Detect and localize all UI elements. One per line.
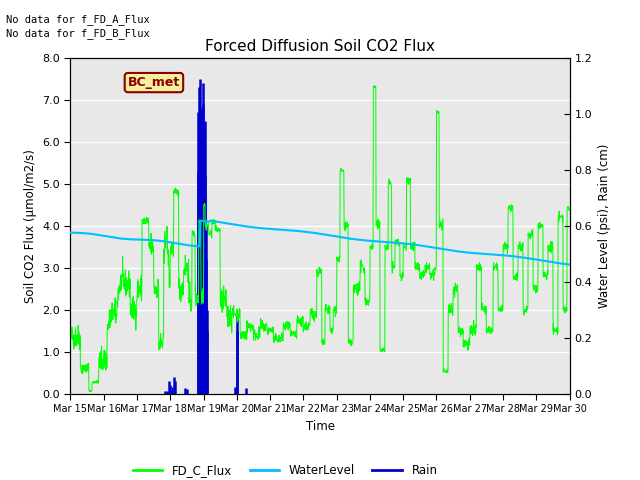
X-axis label: Time: Time bbox=[305, 420, 335, 432]
Text: BC_met: BC_met bbox=[128, 76, 180, 89]
Y-axis label: Water Level (psi), Rain (cm): Water Level (psi), Rain (cm) bbox=[598, 144, 611, 308]
Text: No data for f_FD_A_Flux: No data for f_FD_A_Flux bbox=[6, 13, 150, 24]
Legend: FD_C_Flux, WaterLevel, Rain: FD_C_Flux, WaterLevel, Rain bbox=[128, 459, 442, 480]
Y-axis label: Soil CO2 Flux (μmol/m2/s): Soil CO2 Flux (μmol/m2/s) bbox=[24, 149, 36, 302]
Title: Forced Diffusion Soil CO2 Flux: Forced Diffusion Soil CO2 Flux bbox=[205, 39, 435, 54]
Text: No data for f_FD_B_Flux: No data for f_FD_B_Flux bbox=[6, 28, 150, 39]
